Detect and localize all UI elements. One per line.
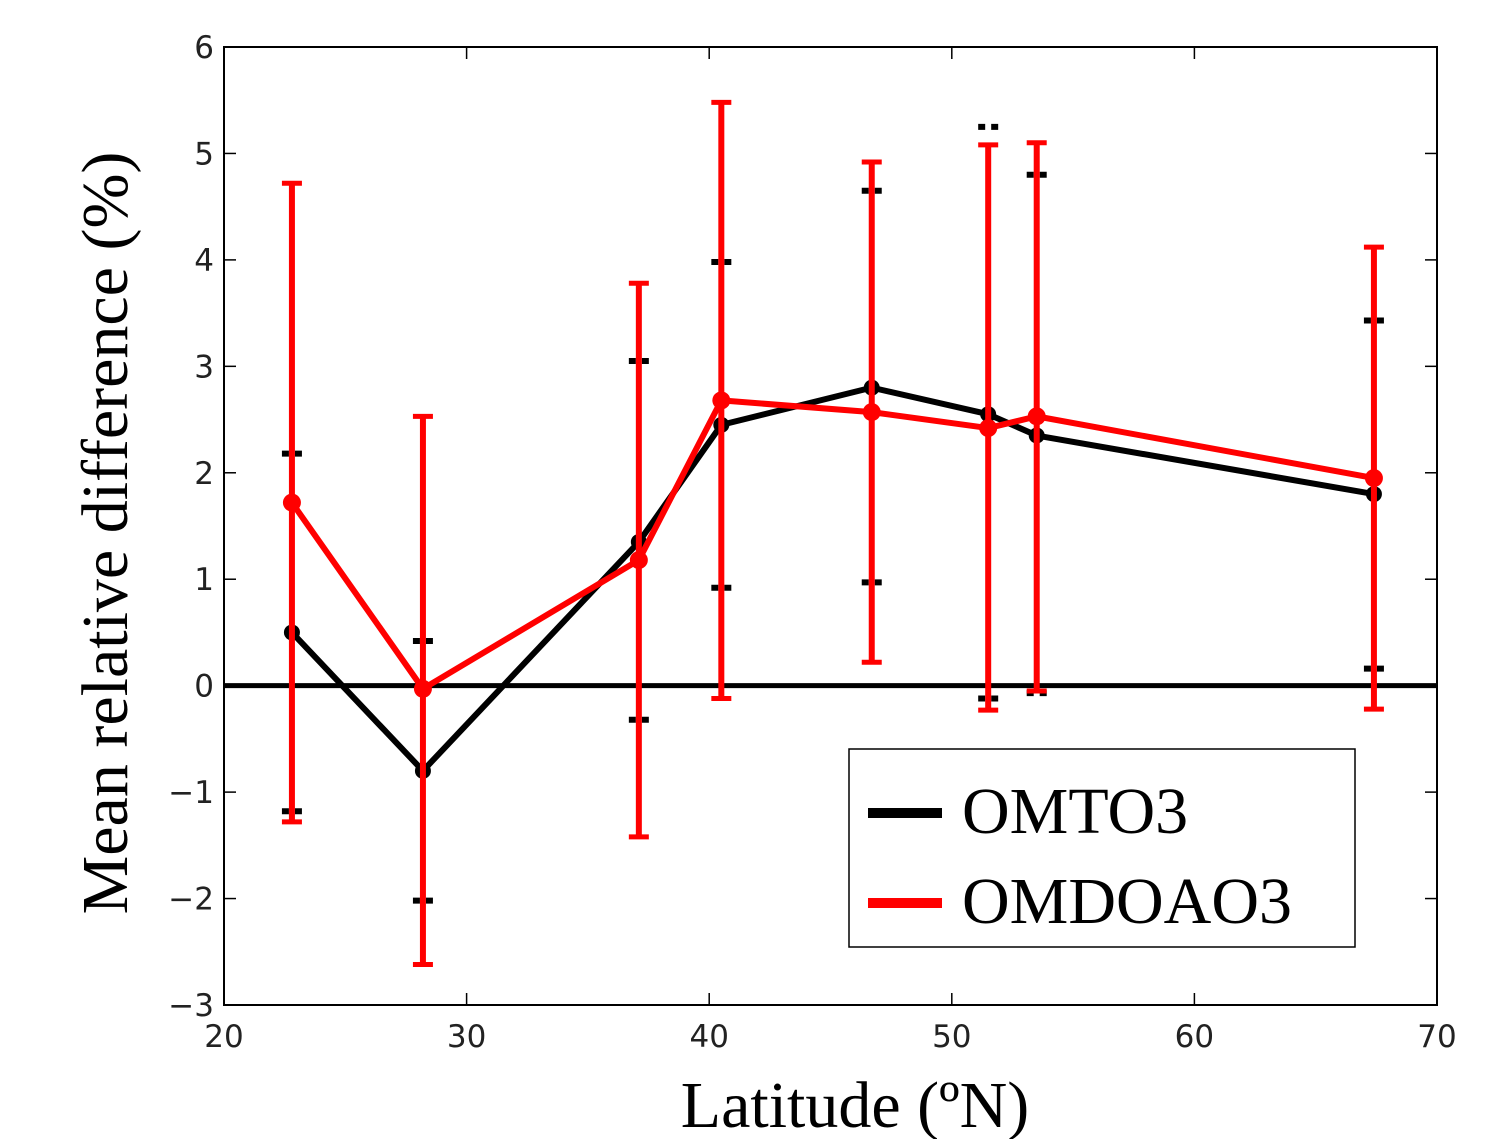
point-omdoao3 <box>712 391 731 410</box>
legend-label-omto3: OMTO3 <box>962 775 1188 848</box>
x-tick-label: 50 <box>932 1019 971 1055</box>
y-tick-label: 5 <box>194 136 214 172</box>
y-tick-label: −3 <box>168 988 214 1024</box>
plot-frame <box>223 46 1438 1006</box>
series-omdoao3 <box>281 99 1384 968</box>
y-tick-label: 1 <box>194 562 214 598</box>
y-axis-title: Mean relative difference (%) <box>69 152 142 915</box>
point-omdoao3 <box>282 493 301 512</box>
series-group <box>281 99 1384 968</box>
y-tick-label: 0 <box>194 669 214 705</box>
point-omdoao3 <box>979 419 998 438</box>
legend-box <box>848 748 1356 948</box>
x-axis-title: Latitude (ºN) <box>681 1069 1030 1139</box>
point-omdoao3 <box>413 679 432 698</box>
x-tick-label: 60 <box>1175 1019 1214 1055</box>
x-tick-label: 20 <box>204 1019 243 1055</box>
x-tick-label: 70 <box>1417 1019 1456 1055</box>
point-omdoao3 <box>1027 407 1046 426</box>
y-tick-label: 2 <box>194 456 214 492</box>
point-omdoao3 <box>629 551 648 570</box>
x-tick-label: 30 <box>447 1019 486 1055</box>
legend: OMTO3 OMDOAO3 <box>848 748 1356 948</box>
y-tick-label: −1 <box>168 775 214 811</box>
tick-labels: 20 30 40 50 60 70 −3 −2 −1 0 1 2 3 4 5 6 <box>168 30 1456 1055</box>
x-tick-label: 40 <box>689 1019 728 1055</box>
legend-label-omdoao3: OMDOAO3 <box>962 865 1292 938</box>
point-omdoao3 <box>1364 469 1383 488</box>
y-tick-label: 4 <box>194 243 214 279</box>
y-tick-label: 6 <box>194 30 214 66</box>
y-tick-label: 3 <box>194 349 214 385</box>
y-tick-label: −2 <box>168 882 214 918</box>
point-omdoao3 <box>862 403 881 422</box>
